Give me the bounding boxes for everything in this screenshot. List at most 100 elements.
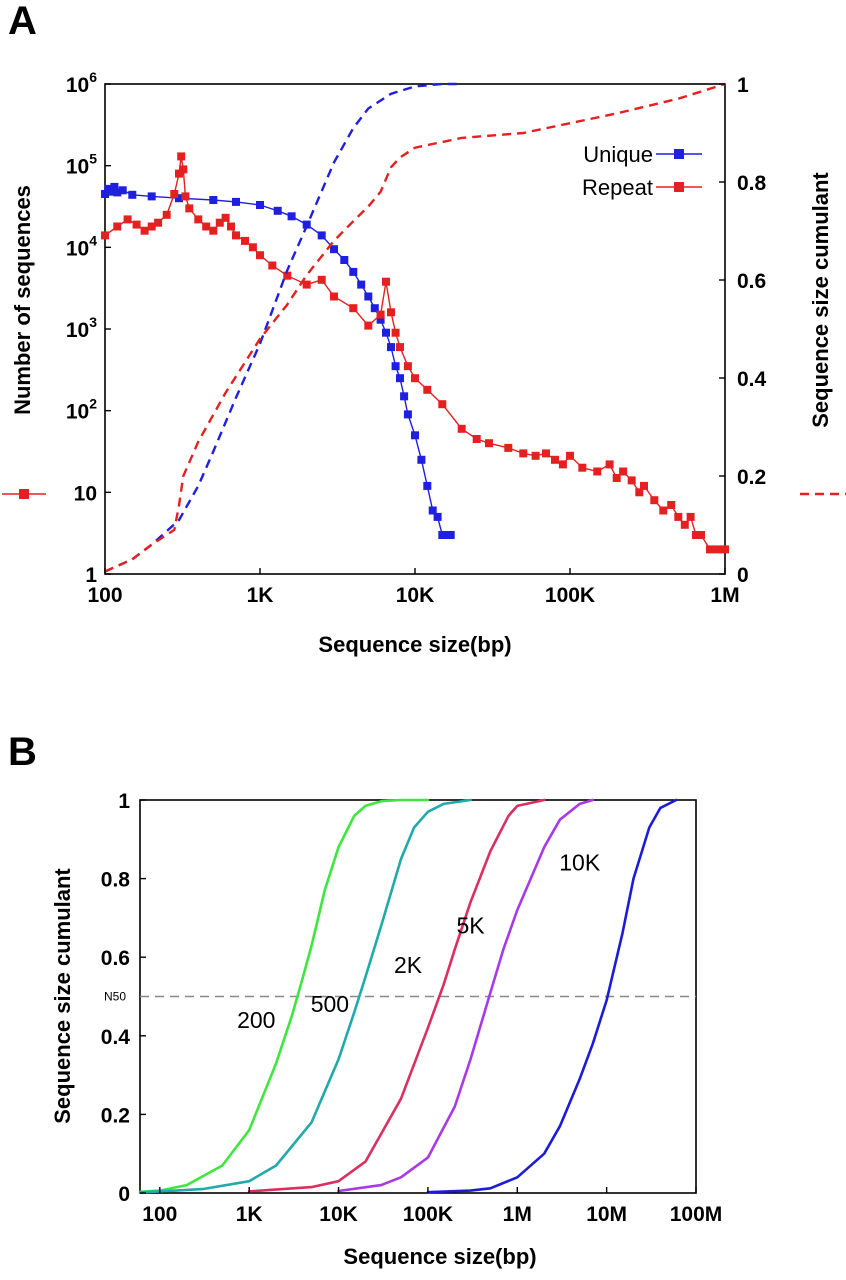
- curve-label-2k: 2K: [394, 952, 423, 978]
- curve-label-10k: 10K: [559, 850, 601, 876]
- data-point: [349, 267, 358, 276]
- data-point: [330, 292, 338, 301]
- data-point: [387, 343, 395, 352]
- y2-tick: 0.8: [719, 172, 767, 195]
- series-repeat: [101, 152, 729, 554]
- x-tick-label: 1K: [247, 584, 274, 607]
- data-point: [227, 222, 235, 231]
- series-5k-line: [337, 798, 595, 1193]
- series-line: [104, 156, 725, 551]
- legend-label-repeat: Repeat: [582, 175, 653, 200]
- panel-b-x-ticks: 100 1K 10K 100K 1M 10M 100M: [142, 1187, 722, 1226]
- panel-a-y2-axis-label: Sequence size cumulant: [808, 172, 833, 428]
- data-point: [650, 496, 659, 505]
- x-tick: 100: [142, 1187, 177, 1226]
- series-unique-cumulant: [104, 82, 462, 573]
- panel-a-legend: Unique Repeat: [582, 142, 702, 200]
- panel-b-curve-labels: 200 500 2K 5K 10K: [237, 850, 601, 1033]
- y-tick-label: 10: [74, 482, 97, 505]
- n50-label: N50: [104, 990, 126, 1004]
- x-tick-label: 10K: [396, 584, 435, 607]
- y2-tick: 0: [719, 564, 749, 587]
- data-point: [357, 280, 366, 289]
- series-200-line: [138, 798, 430, 1194]
- y-tick-label: 1: [118, 790, 130, 813]
- data-point: [382, 277, 390, 286]
- y2-tick-label: 0: [737, 564, 749, 587]
- data-point: [542, 449, 550, 458]
- data-point: [107, 187, 116, 196]
- data-point: [551, 455, 559, 464]
- x-tick: 1M: [503, 1187, 532, 1226]
- data-point: [101, 231, 109, 240]
- data-point: [170, 190, 179, 198]
- data-point: [202, 222, 211, 231]
- data-point: [215, 218, 224, 227]
- data-point: [232, 231, 240, 240]
- data-point: [248, 243, 257, 252]
- x-tick-label: 10M: [586, 1203, 627, 1226]
- data-point: [113, 222, 122, 231]
- data-point: [635, 488, 644, 497]
- data-point: [423, 481, 432, 490]
- y-tick: 0: [118, 1183, 146, 1206]
- y2-tick: 0.2: [719, 466, 766, 489]
- y-tick-label: 102: [66, 396, 97, 424]
- x-tick-label: 1K: [236, 1203, 263, 1226]
- data-point: [209, 226, 218, 235]
- data-point: [317, 231, 326, 240]
- y-tick: 10: [74, 482, 111, 505]
- data-point: [619, 467, 628, 476]
- curve-label-5k: 5K: [456, 913, 485, 939]
- data-point: [387, 308, 395, 317]
- x-tick-label: 100K: [403, 1203, 453, 1226]
- y-tick-label: 1: [85, 564, 97, 587]
- data-point: [558, 460, 567, 469]
- panel-a-y-axis-label: Number of sequences: [10, 185, 35, 415]
- data-point: [680, 520, 689, 529]
- y-tick: 1: [85, 564, 111, 587]
- series-line: [104, 82, 462, 573]
- data-point: [370, 304, 379, 313]
- panel-a-y-ticks: 1 10 102 103 104 105 106: [66, 69, 111, 587]
- data-point: [154, 218, 163, 227]
- y2-tick-label: 0.6: [737, 270, 766, 293]
- data-point: [697, 531, 705, 539]
- data-point: [268, 261, 277, 270]
- data-point: [472, 435, 481, 443]
- y-tick: 0.8: [101, 869, 146, 892]
- y-tick: 106: [66, 69, 111, 97]
- data-point: [686, 512, 695, 521]
- x-tick: 1K: [247, 568, 274, 607]
- data-point: [273, 206, 282, 215]
- data-point: [175, 169, 183, 178]
- data-point: [364, 292, 373, 301]
- data-point: [423, 385, 432, 394]
- legend-marker-unique: [674, 149, 684, 159]
- x-tick-label: 100M: [670, 1203, 723, 1226]
- y2-tick: 0.4: [719, 368, 767, 391]
- data-point: [457, 424, 466, 433]
- curve-label-500: 500: [311, 991, 349, 1017]
- y2-tick-label: 0.2: [737, 466, 766, 489]
- data-point: [132, 220, 141, 229]
- panel-b-series-layer: [138, 798, 678, 1194]
- data-point: [640, 481, 648, 490]
- y-tick-label: 0.8: [101, 869, 131, 892]
- panel-a-x-ticks: 100 1K 10K 100K 1M: [87, 568, 740, 607]
- data-point: [400, 392, 409, 401]
- x-tick-label: 1M: [503, 1203, 532, 1226]
- data-point: [147, 222, 156, 231]
- data-point: [721, 545, 729, 554]
- y-tick-label: 0.2: [101, 1104, 130, 1127]
- data-point: [417, 455, 426, 464]
- data-point: [504, 443, 513, 452]
- y-tick-label: 105: [66, 151, 97, 179]
- y-tick-label: 104: [66, 232, 97, 260]
- panel-a-letter: A: [8, 0, 37, 43]
- data-point: [578, 463, 587, 472]
- data-point: [128, 190, 137, 199]
- data-point: [403, 362, 412, 371]
